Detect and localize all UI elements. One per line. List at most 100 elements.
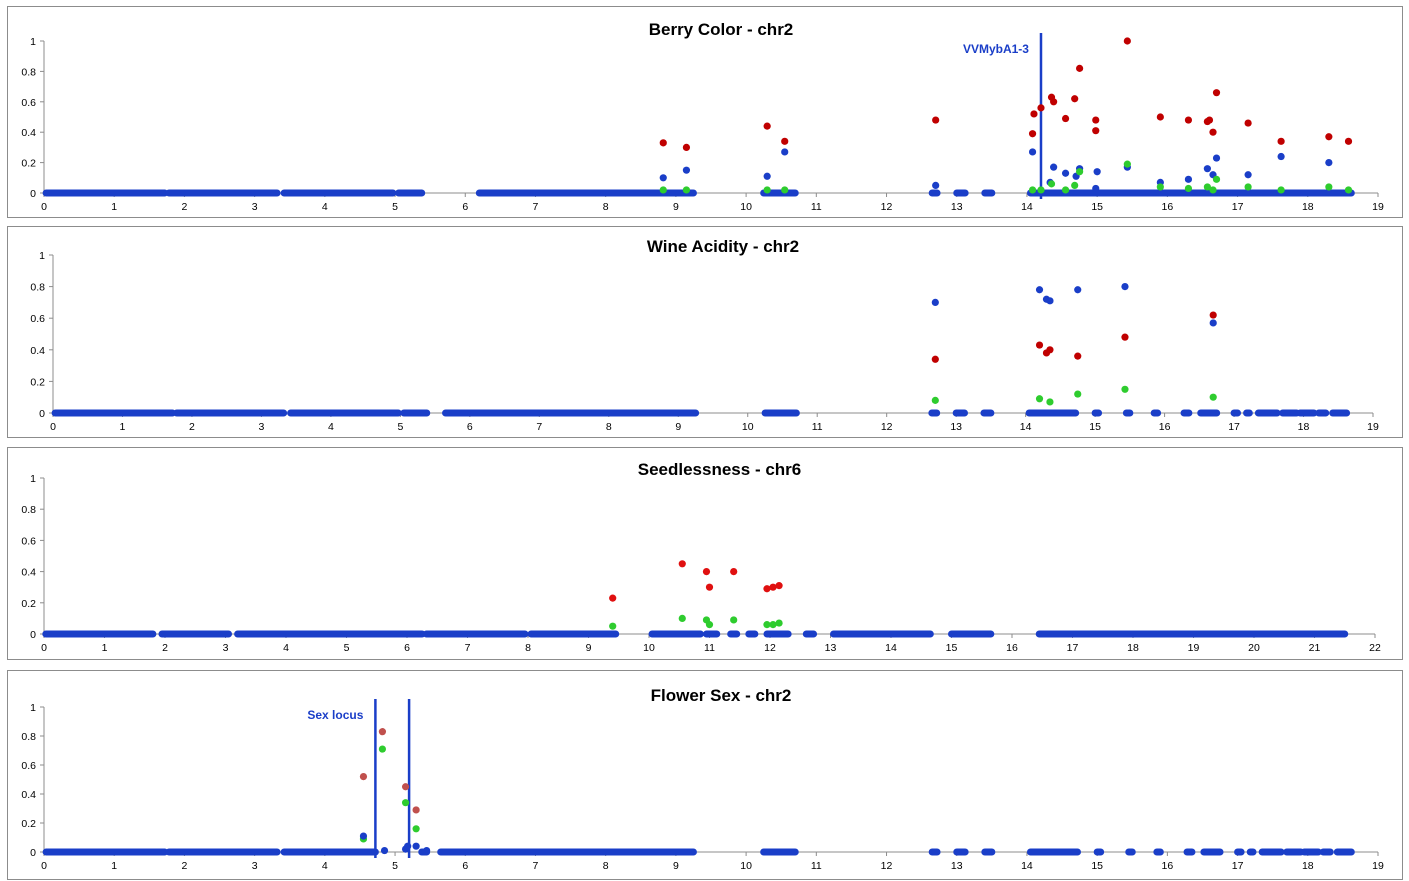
x-tick-label: 6 [467,421,473,433]
x-tick-label: 9 [673,860,679,872]
data-point [763,621,771,629]
data-point [1076,64,1084,72]
data-point [1028,130,1037,138]
data-point [1028,148,1037,156]
data-point [1092,127,1100,135]
x-tick-label: 2 [162,642,168,654]
data-point [702,568,711,576]
data-point [1093,168,1101,176]
x-tick-label: 13 [950,421,962,433]
x-tick-label: 13 [951,201,963,213]
y-tick-label: 0.2 [30,376,45,388]
x-tick-label: 1 [102,642,108,654]
data-point [775,582,783,590]
data-point [423,846,431,855]
data-point [730,568,738,576]
data-point [1156,113,1164,121]
data-point [769,621,777,629]
x-tick-label: 11 [811,201,822,213]
x-tick-label: 0 [41,642,47,654]
x-tick-label: 7 [533,860,539,872]
x-tick-label: 15 [1089,421,1101,433]
x-tick-label: 17 [1228,421,1240,433]
data-point [412,806,420,814]
x-tick-label: 7 [533,201,539,213]
data-point [678,560,686,568]
x-tick-label: 12 [881,201,893,213]
data-point [775,619,783,627]
x-tick-label: 8 [525,642,531,654]
data-point [1061,186,1070,194]
y-tick-label: 0.2 [21,818,36,830]
x-tick-label: 13 [951,860,963,872]
y-tick-label: 0 [30,629,36,641]
x-tick-label: 8 [606,421,612,433]
y-tick-label: 0.8 [21,66,36,78]
data-point [1092,184,1100,193]
data-point [1203,165,1211,173]
data-point [1277,186,1285,194]
data-point [682,143,691,151]
data-point [401,799,410,807]
x-tick-label: 19 [1372,201,1384,213]
x-tick-label: 6 [462,201,468,213]
y-tick-label: 1 [30,702,36,714]
data-point [1205,116,1214,124]
x-tick-label: 7 [465,642,471,654]
data-point [1050,98,1058,106]
x-tick-label: 4 [328,421,334,433]
x-tick-label: 2 [181,201,187,213]
data-point [705,621,714,629]
data-point [1156,183,1164,191]
x-tick-label: 4 [283,642,289,654]
data-point [1035,286,1044,294]
x-tick-label: 14 [885,642,897,654]
x-tick-label: 8 [603,201,609,213]
data-point [1344,186,1353,194]
data-point [1071,95,1079,103]
data-point [378,745,387,753]
data-point [781,148,789,156]
y-tick-label: 0.6 [21,97,36,109]
data-point [682,186,691,194]
data-point [763,585,771,593]
x-tick-label: 12 [881,860,893,872]
x-tick-label: 11 [811,860,822,872]
x-tick-label: 11 [704,642,715,654]
y-tick-label: 0 [30,847,36,859]
x-tick-label: 2 [181,860,187,872]
data-point [705,583,714,591]
data-point [1212,154,1221,162]
x-tick-label: 8 [603,860,609,872]
x-tick-label: 13 [825,642,837,654]
data-point [1035,341,1044,349]
data-point [1037,186,1045,194]
data-point [1209,128,1217,136]
data-point [763,186,771,194]
x-tick-label: 3 [252,860,258,872]
data-point [659,174,667,182]
x-tick-label: 6 [404,642,410,654]
x-tick-label: 1 [111,201,117,213]
data-point [1344,137,1353,145]
x-tick-label: 19 [1188,642,1200,654]
data-point [1244,183,1252,191]
y-tick-label: 1 [30,473,36,485]
x-tick-label: 2 [189,421,195,433]
y-tick-label: 0 [30,188,36,200]
x-tick-label: 14 [1021,860,1033,872]
data-point [380,846,389,855]
data-point [678,614,686,622]
data-point [932,181,940,189]
chart-title: Flower Sex - chr2 [651,686,792,705]
data-point [359,773,368,781]
data-point [1244,119,1252,127]
x-tick-label: 19 [1367,421,1379,433]
data-point [1121,385,1129,393]
x-tick-label: 17 [1067,642,1079,654]
x-tick-label: 0 [41,860,47,872]
data-point [1037,104,1045,112]
data-point [1212,89,1221,97]
